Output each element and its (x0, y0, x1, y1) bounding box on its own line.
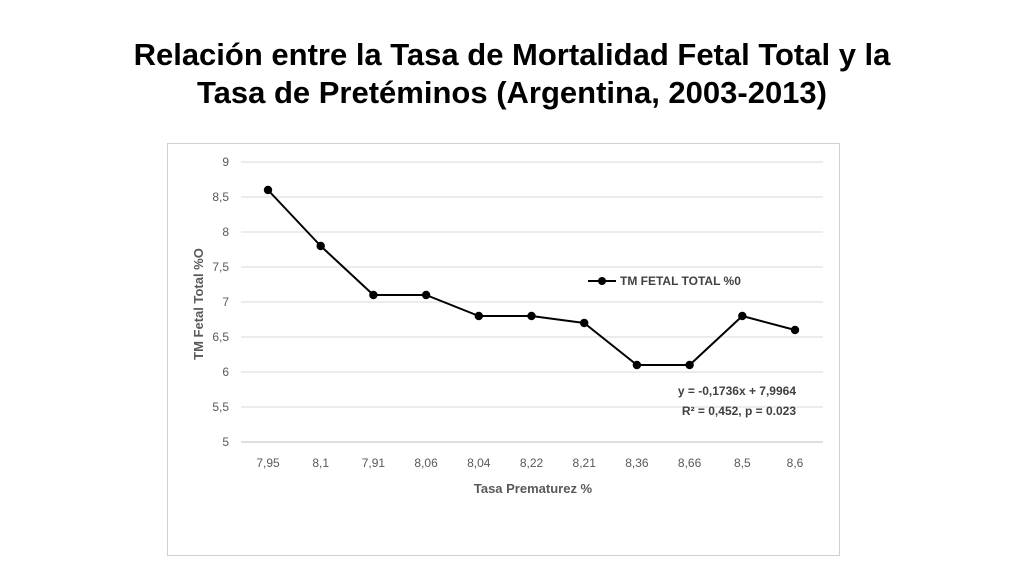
y-tick-label: 8,5 (212, 190, 229, 204)
line-chart: 5 5,5 6 6,5 7 7,5 8 8,5 9 7,95 8,1 7,91 8,06 8,04 8,2… (191, 155, 823, 496)
data-point (474, 311, 483, 321)
trendline-annotation: y = -0,1736x + 7,9964 R² = 0,452, p = 0.… (678, 384, 796, 418)
chart-frame: 5 5,5 6 6,5 7 7,5 8 8,5 9 7,95 8,1 7,91 8,06 8,04 8,2… (167, 143, 840, 556)
legend: TM FETAL TOTAL %0 (588, 274, 741, 288)
trendline-equation: y = -0,1736x + 7,9964 (678, 384, 796, 398)
page-title: Relación entre la Tasa de Mortalidad Fet… (0, 36, 1024, 112)
y-axis-title: TM Fetal Total %O (191, 248, 206, 360)
x-tick-label: 8,36 (625, 456, 649, 470)
data-point (316, 241, 325, 251)
y-tick-label: 7 (222, 295, 229, 309)
data-point (580, 318, 589, 328)
x-axis-title: Tasa Prematurez % (474, 481, 593, 496)
legend-marker-swatch (598, 277, 606, 285)
x-tick-label: 8,66 (678, 456, 702, 470)
data-point (632, 360, 642, 370)
x-tick-label: 7,91 (362, 456, 386, 470)
data-point (369, 290, 378, 300)
x-tick-label: 7,95 (256, 456, 280, 470)
x-tick-label: 8,6 (787, 456, 804, 470)
title-line-1: Relación entre la Tasa de Mortalidad Fet… (133, 37, 891, 72)
x-tick-label: 8,5 (734, 456, 751, 470)
trendline-r-squared: R² = 0,452, p = 0.023 (682, 404, 796, 418)
y-tick-label: 7,5 (212, 260, 229, 274)
y-tick-label: 6 (222, 365, 229, 379)
legend-label: TM FETAL TOTAL %0 (620, 274, 741, 288)
x-tick-label: 8,21 (573, 456, 597, 470)
title-line-2: Tasa de Pretéminos (Argentina, 2003-2013… (196, 75, 827, 110)
series-group (263, 185, 800, 370)
gridlines (241, 161, 823, 443)
y-axis-ticks: 5 5,5 6 6,5 7 7,5 8 8,5 9 (212, 155, 229, 449)
x-tick-label: 8,22 (520, 456, 544, 470)
x-tick-label: 8,1 (312, 456, 329, 470)
x-tick-label: 8,04 (467, 456, 491, 470)
y-tick-label: 9 (222, 155, 229, 169)
x-axis-ticks: 7,95 8,1 7,91 8,06 8,04 8,22 8,21 8,36 8,66 8,5 8,… (256, 456, 803, 470)
data-point (738, 311, 747, 321)
data-point (685, 360, 694, 370)
x-tick-label: 8,06 (414, 456, 438, 470)
y-tick-label: 5,5 (212, 400, 229, 414)
y-tick-label: 6,5 (212, 330, 229, 344)
data-point (527, 311, 536, 321)
data-point (421, 290, 431, 300)
data-point (263, 185, 273, 195)
y-tick-label: 5 (222, 435, 229, 449)
data-point (790, 325, 800, 335)
y-tick-label: 8 (222, 225, 229, 239)
